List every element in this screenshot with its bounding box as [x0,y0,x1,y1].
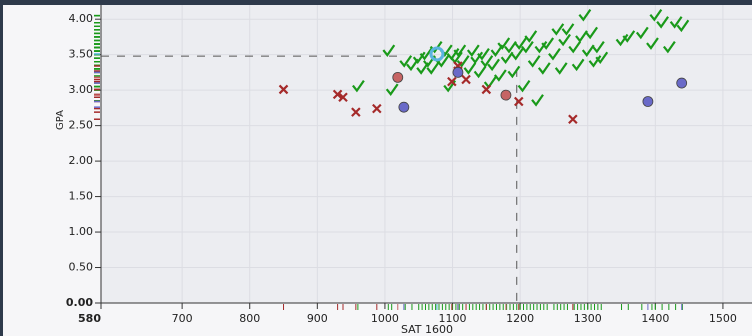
check-point [456,55,470,68]
check-point [571,58,585,72]
y-tick-label: 1.50 [69,190,94,203]
check-point [429,40,443,54]
x-tick-label: 1200 [506,312,534,325]
check-point [510,48,524,61]
check-point [416,62,430,75]
cross-point [513,96,524,107]
check-point [662,40,676,54]
check-point [561,23,575,36]
check-point [490,44,504,57]
x-tick-label: 1500 [709,312,737,325]
cross-point [278,84,289,95]
circle-point [642,96,654,107]
x-tick-label: 580 [78,312,101,325]
y-tick-label: 4.00 [69,12,94,25]
check-point [500,51,514,65]
check-point [504,40,517,54]
y-tick-label: 3.00 [69,83,94,96]
check-point [622,30,636,43]
check-point [399,55,413,68]
check-point [382,44,396,57]
check-point [578,9,592,22]
check-point [524,30,538,43]
circle-point [452,67,464,78]
check-point [514,37,528,50]
top-bar [0,0,752,5]
cross-point [338,92,348,103]
y-tick-label: 3.50 [69,48,94,61]
check-point [676,19,690,33]
x-tick-label: 1400 [641,312,669,325]
plot-area [101,5,752,303]
circle-point [500,89,512,101]
y-axis-label: GPA [55,110,66,130]
x-tick-label: 800 [239,312,260,325]
check-point [497,37,511,50]
cross-point [481,84,492,95]
check-point [463,62,477,75]
check-point [527,55,541,68]
check-point [568,40,582,54]
y-tick-label: 2.50 [69,119,94,132]
cross-point [461,74,471,85]
x-tick-label: 1000 [371,312,399,325]
check-point [473,65,487,79]
cross-point [351,107,361,117]
check-point [537,62,551,75]
x-tick-label: 900 [307,312,328,325]
check-point [541,37,555,50]
x-tick-label: 1100 [439,312,467,325]
check-point [575,30,588,43]
check-point [493,69,507,82]
check-point [480,55,494,68]
check-point [554,62,568,75]
check-point [477,48,490,61]
check-point [419,48,433,61]
check-point [385,83,399,96]
check-point [585,26,599,40]
circle-point [398,101,410,113]
check-point [646,37,659,50]
check-point [595,51,609,65]
check-point [656,16,669,29]
highlight-point [429,46,445,62]
check-point [453,44,467,57]
cross-point [332,89,343,100]
check-point [352,79,365,93]
check-point [426,62,440,75]
y-tick-label: 0.00 [66,296,93,309]
x-tick-label: 1300 [574,312,602,325]
check-point [635,26,649,40]
check-point [521,40,534,54]
cross-point [447,76,457,87]
check-point [551,23,565,36]
circle-point [676,77,688,89]
y-tick-label: 1.00 [69,225,94,238]
check-point [649,9,663,22]
check-point [669,16,683,29]
check-point [487,58,500,72]
x-axis-label: SAT 1600 [401,323,453,336]
cross-point [372,103,382,114]
check-point [531,94,544,107]
y-tick-label: 0.50 [69,261,94,274]
x-tick-label: 700 [172,312,193,325]
check-point [558,33,571,47]
check-point [581,44,595,57]
cross-point [568,114,578,125]
check-point [548,48,561,61]
check-point [517,79,531,93]
y-tick-label: 2.00 [69,154,94,167]
check-point [436,55,450,68]
left-bar [0,0,3,336]
check-point [507,65,521,79]
check-point [406,58,419,72]
check-point [592,40,605,54]
check-point [466,44,480,57]
circle-point [392,71,404,83]
